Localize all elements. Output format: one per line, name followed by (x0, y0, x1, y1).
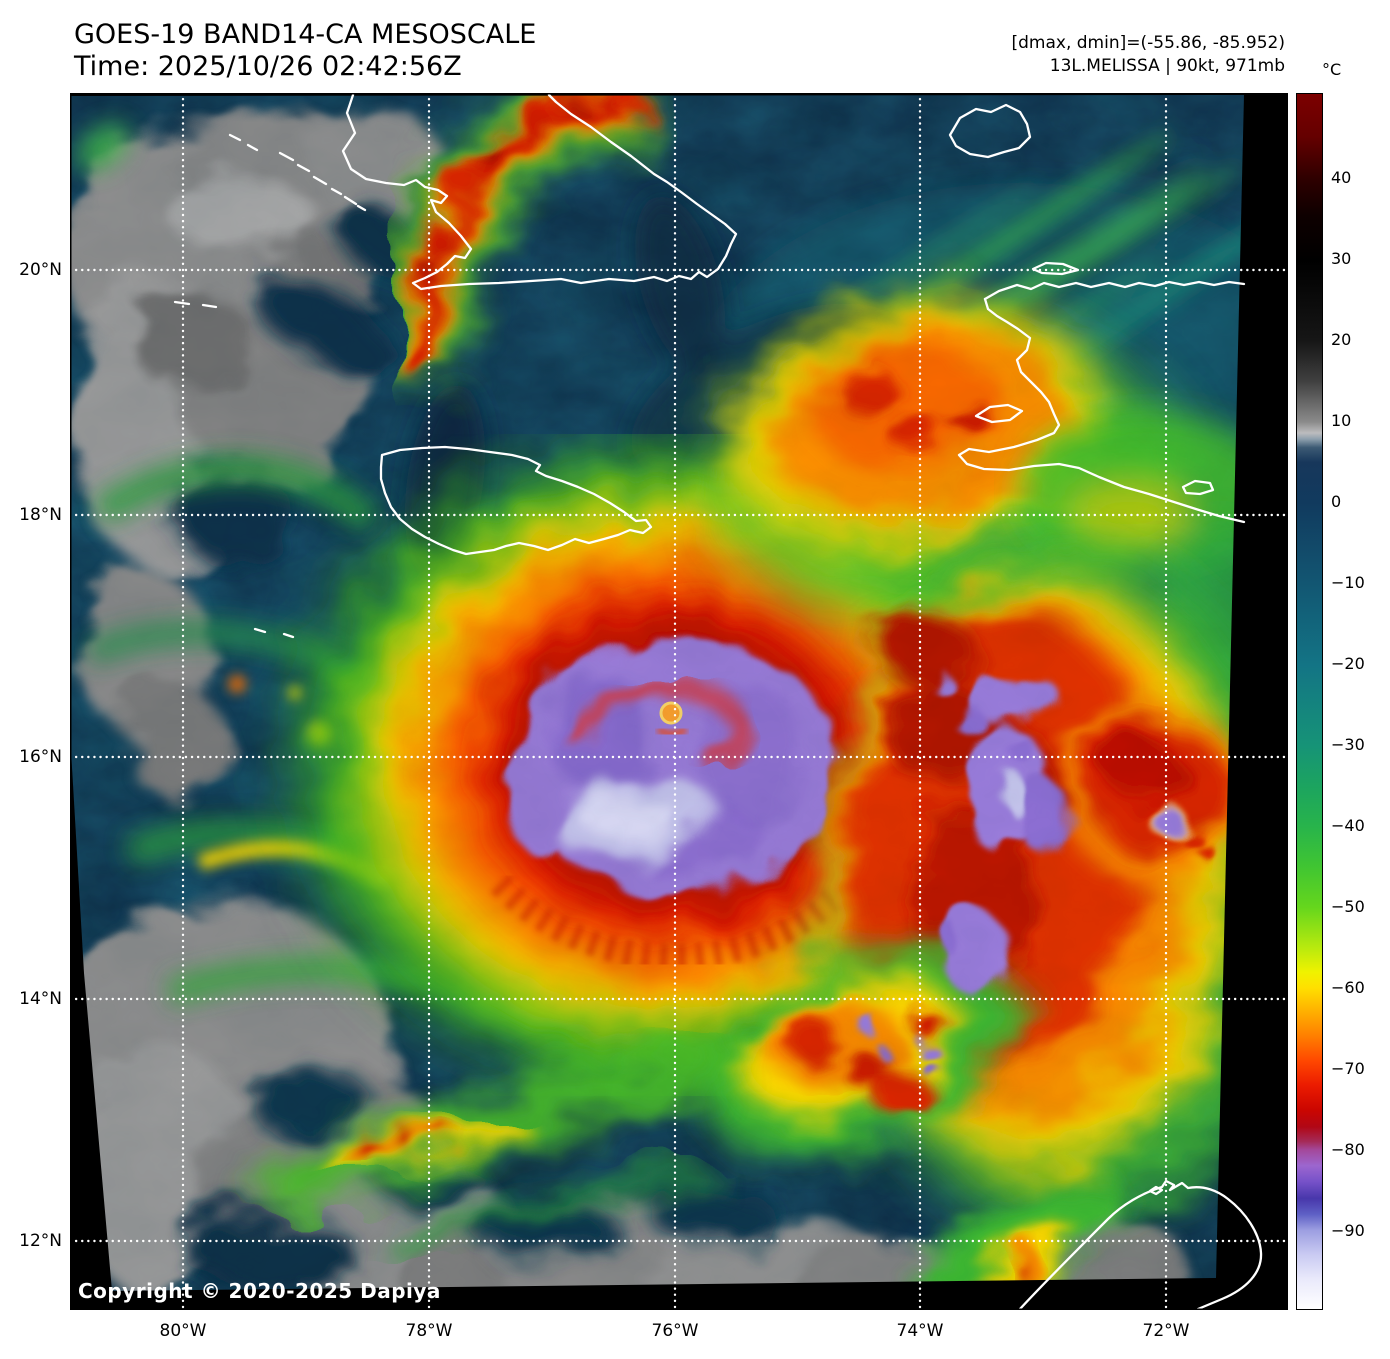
lat-label-14n: 14°N (19, 989, 62, 1009)
temperature-colorbar (1296, 93, 1323, 1310)
colorbar-tick: −30 (1331, 735, 1365, 754)
copyright-notice: Copyright © 2020-2025 Dapiya (78, 1279, 441, 1303)
lat-label-20n: 20°N (19, 260, 62, 280)
lon-label-74w: 74°W (896, 1321, 944, 1341)
lat-label-18n: 18°N (19, 505, 62, 525)
map-plot-area: Copyright © 2020-2025 Dapiya (70, 93, 1288, 1310)
colorbar-tick: 30 (1331, 249, 1352, 268)
coastline-great-inagua (948, 103, 1032, 159)
coastline-hispaniola-north (983, 280, 1246, 301)
dmax-dmin-annotation: [dmax, dmin]=(-55.86, -85.952) (1011, 33, 1286, 53)
coastline-south-america (1018, 1179, 1263, 1310)
storm-annotation: 13L.MELISSA | 90kt, 971mb (1049, 56, 1285, 76)
coastline-islets (1148, 1185, 1164, 1196)
colorbar-tick: −70 (1331, 1059, 1365, 1078)
colorbar-tick: 40 (1331, 168, 1352, 187)
lon-label-78w: 78°W (405, 1321, 453, 1341)
coastlines (173, 93, 1263, 1310)
graticule (70, 93, 1288, 1310)
lat-label-16n: 16°N (19, 747, 62, 767)
colorbar-tick: 0 (1331, 492, 1342, 511)
coastline-lake (1181, 479, 1215, 496)
colorbar-tick: −80 (1331, 1140, 1365, 1159)
colorbar-tick: −90 (1331, 1221, 1365, 1240)
colorbar-tick: −20 (1331, 654, 1365, 673)
lon-label-76w: 76°W (651, 1321, 699, 1341)
colorbar-tick: −60 (1331, 978, 1365, 997)
coastline-cayman (173, 300, 218, 309)
satellite-image (70, 93, 1288, 1310)
coastline-cuba-cays (228, 133, 367, 212)
colorbar-tick: −50 (1331, 897, 1365, 916)
colorbar-tick: −10 (1331, 573, 1365, 592)
coastline-cuba (341, 93, 738, 291)
coastline-jamaica (379, 445, 653, 556)
timestamp: Time: 2025/10/26 02:42:56Z (74, 51, 462, 82)
coastline-hispaniola-west-south (957, 297, 1246, 524)
coastline-tortuga (1031, 261, 1080, 276)
page-title: GOES-19 BAND14-CA MESOSCALE (74, 19, 537, 50)
coastline-pedro-cays (253, 627, 295, 639)
lon-label-80w: 80°W (159, 1321, 207, 1341)
colorbar-tick: 20 (1331, 330, 1352, 349)
lat-label-12n: 12°N (19, 1231, 62, 1251)
lon-label-72w: 72°W (1142, 1321, 1190, 1341)
imagery-layers (70, 95, 1244, 1291)
colorbar-tick: 10 (1331, 411, 1352, 430)
colorbar-unit-label: °C (1322, 60, 1342, 79)
colorbar-tick: −40 (1331, 816, 1365, 835)
plot-frame (70, 93, 1288, 1310)
coastline-gonave (974, 403, 1024, 424)
